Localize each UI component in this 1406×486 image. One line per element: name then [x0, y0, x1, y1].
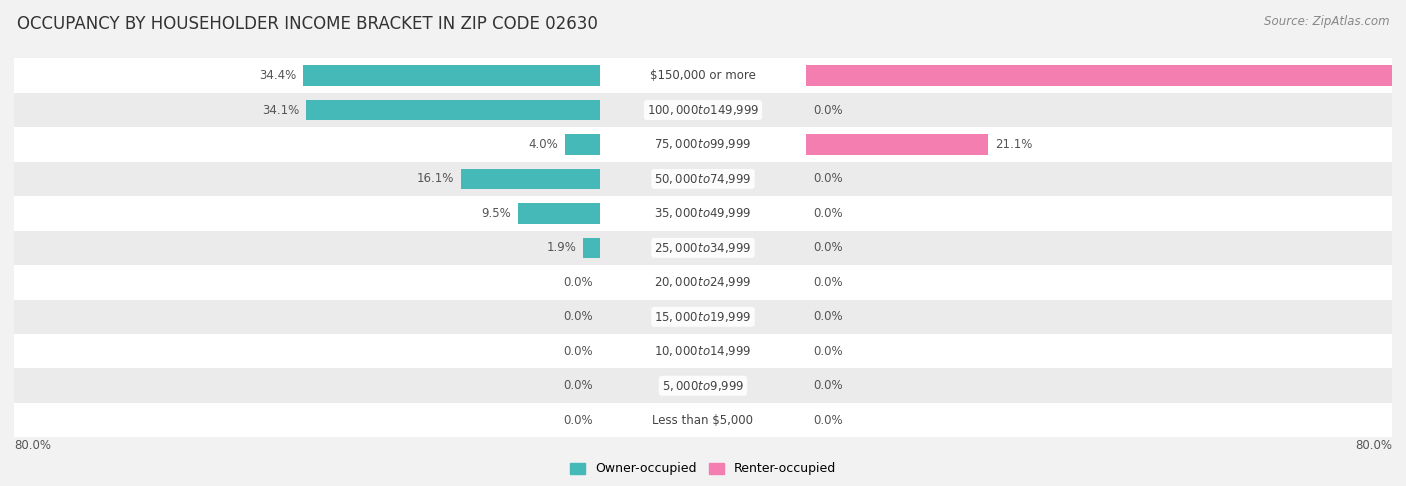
Text: $25,000 to $34,999: $25,000 to $34,999: [654, 241, 752, 255]
Text: $20,000 to $24,999: $20,000 to $24,999: [654, 276, 752, 289]
Text: $10,000 to $14,999: $10,000 to $14,999: [654, 344, 752, 358]
Text: 0.0%: 0.0%: [564, 276, 593, 289]
Bar: [807, 134, 988, 155]
Bar: [461, 169, 599, 189]
Text: $5,000 to $9,999: $5,000 to $9,999: [662, 379, 744, 393]
Text: 80.0%: 80.0%: [14, 439, 51, 452]
Text: 34.1%: 34.1%: [262, 104, 299, 117]
Legend: Owner-occupied, Renter-occupied: Owner-occupied, Renter-occupied: [565, 457, 841, 481]
Bar: [565, 134, 599, 155]
Bar: [14, 58, 1392, 93]
Bar: [14, 403, 1392, 437]
Text: $150,000 or more: $150,000 or more: [650, 69, 756, 82]
Bar: [14, 299, 1392, 334]
Text: 1.9%: 1.9%: [547, 242, 576, 254]
Bar: [14, 196, 1392, 231]
Text: 9.5%: 9.5%: [481, 207, 510, 220]
Text: 34.4%: 34.4%: [259, 69, 297, 82]
Text: 0.0%: 0.0%: [813, 414, 842, 427]
Text: 0.0%: 0.0%: [813, 104, 842, 117]
Bar: [583, 238, 599, 258]
Text: Less than $5,000: Less than $5,000: [652, 414, 754, 427]
Text: 0.0%: 0.0%: [813, 173, 842, 186]
Text: 0.0%: 0.0%: [813, 242, 842, 254]
Bar: [14, 127, 1392, 162]
Bar: [304, 65, 599, 86]
Bar: [14, 368, 1392, 403]
Text: 4.0%: 4.0%: [529, 138, 558, 151]
Text: 0.0%: 0.0%: [813, 207, 842, 220]
Text: 0.0%: 0.0%: [813, 379, 842, 392]
Bar: [14, 231, 1392, 265]
Text: $15,000 to $19,999: $15,000 to $19,999: [654, 310, 752, 324]
Text: $50,000 to $74,999: $50,000 to $74,999: [654, 172, 752, 186]
Text: 0.0%: 0.0%: [813, 276, 842, 289]
Text: 16.1%: 16.1%: [416, 173, 454, 186]
Text: OCCUPANCY BY HOUSEHOLDER INCOME BRACKET IN ZIP CODE 02630: OCCUPANCY BY HOUSEHOLDER INCOME BRACKET …: [17, 15, 598, 33]
Text: $35,000 to $49,999: $35,000 to $49,999: [654, 207, 752, 220]
Text: 0.0%: 0.0%: [564, 345, 593, 358]
Bar: [307, 100, 599, 121]
Bar: [14, 334, 1392, 368]
Bar: [14, 162, 1392, 196]
Bar: [14, 93, 1392, 127]
Text: 0.0%: 0.0%: [564, 414, 593, 427]
Text: $100,000 to $149,999: $100,000 to $149,999: [647, 103, 759, 117]
Text: 0.0%: 0.0%: [564, 379, 593, 392]
Bar: [807, 65, 1406, 86]
Text: 0.0%: 0.0%: [813, 310, 842, 323]
Bar: [14, 265, 1392, 299]
Bar: [517, 203, 599, 224]
Text: 21.1%: 21.1%: [995, 138, 1032, 151]
Text: 80.0%: 80.0%: [1355, 439, 1392, 452]
Text: 0.0%: 0.0%: [813, 345, 842, 358]
Text: Source: ZipAtlas.com: Source: ZipAtlas.com: [1264, 15, 1389, 28]
Text: $75,000 to $99,999: $75,000 to $99,999: [654, 138, 752, 152]
Text: 0.0%: 0.0%: [564, 310, 593, 323]
